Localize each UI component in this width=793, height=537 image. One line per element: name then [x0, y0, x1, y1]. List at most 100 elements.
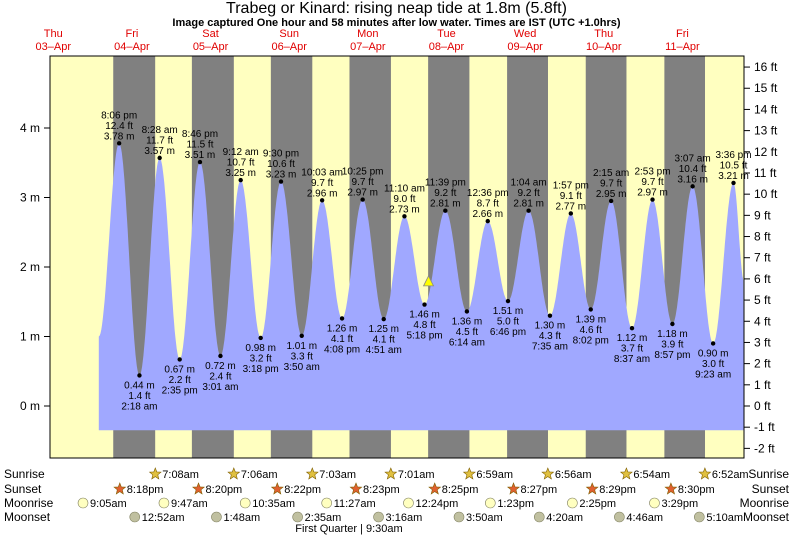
high-tide-label: 8.7 ft — [477, 199, 499, 210]
low-tide-label: 3.7 ft — [621, 344, 643, 355]
moonrise-time: 9:05am — [90, 498, 127, 510]
high-tide-label: 12.4 ft — [105, 121, 133, 132]
low-tide-label: 0.72 m — [205, 361, 236, 372]
moonrise-icon — [77, 497, 89, 509]
low-tide-label: 8:37 am — [614, 354, 650, 365]
sunrise-icon — [148, 467, 162, 480]
low-tide-point — [299, 333, 304, 339]
moonset-icon — [694, 511, 705, 523]
day-weekday-label: Fri — [126, 28, 139, 40]
high-tide-label: 10:25 pm — [342, 167, 384, 178]
day-weekday-label: Wed — [514, 28, 536, 40]
sunrise-time: 7:08am — [162, 469, 199, 481]
high-tide-label: 8:06 pm — [101, 110, 137, 121]
sunset-icon — [270, 482, 284, 495]
day-date-label: 11–Apr — [665, 41, 700, 53]
moonrise-time: 12:24pm — [415, 498, 458, 510]
right-axis-tick-label: 2 ft — [754, 357, 771, 371]
sunrise-row-label-right: Sunrise — [748, 467, 789, 481]
moonrise-row-label: Moonrise — [4, 496, 54, 510]
high-tide-point — [650, 197, 655, 202]
moonrise-icon — [239, 497, 251, 509]
high-tide-label: 2:15 am — [593, 168, 629, 179]
low-tide-label: 4.3 ft — [539, 331, 561, 342]
plot-border — [49, 55, 745, 459]
day-date-label: 07–Apr — [350, 41, 386, 53]
low-tide-label: 6:14 am — [449, 337, 485, 348]
low-tide-label: 5:18 pm — [406, 331, 442, 342]
sunrise-time: 6:59am — [476, 469, 513, 481]
moonset-icon — [129, 511, 141, 523]
high-tide-label: 2.95 m — [596, 189, 627, 200]
right-axis-tick-label: 8 ft — [754, 230, 771, 244]
sunrise-time: 6:54am — [633, 469, 670, 481]
low-tide-label: 1.36 m — [452, 316, 483, 327]
right-axis-tick-label: 4 ft — [754, 314, 771, 328]
moonset-icon — [292, 511, 303, 523]
high-tide-label: 3.51 m — [185, 150, 216, 161]
right-axis-tick-label: 15 ft — [754, 81, 778, 95]
high-tide-point — [319, 198, 325, 203]
day-weekday-label: Thu — [44, 28, 63, 40]
day-weekday-label: Sun — [279, 28, 299, 40]
low-tide-label: 1.39 m — [575, 314, 606, 325]
day-weekday-label: Sat — [202, 28, 219, 40]
low-tide-point — [588, 307, 593, 312]
high-tide-label: 3.16 m — [677, 174, 708, 185]
moonrise-time: 11:27am — [334, 498, 376, 510]
high-tide-label: 9.7 ft — [600, 178, 622, 189]
high-tide-label: 3.23 m — [266, 170, 297, 181]
high-tide-label: 2.97 m — [637, 188, 668, 199]
low-tide-label: 1.30 m — [535, 321, 566, 332]
low-tide-label: 2:18 am — [121, 401, 157, 412]
chart-title: Trabeg or Kinard: rising neap tide at 1.… — [226, 0, 567, 17]
left-axis-tick-label: 4 m — [20, 121, 40, 135]
high-tide-label: 3.57 m — [144, 146, 175, 157]
low-tide-label: 8:57 pm — [654, 350, 690, 361]
low-tide-label: 4.1 ft — [373, 335, 395, 346]
high-tide-label: 11:10 am — [384, 183, 425, 194]
high-tide-label: 9.2 ft — [434, 188, 456, 199]
high-tide-label: 10.6 ft — [267, 159, 295, 170]
day-date-label: 09–Apr — [507, 41, 543, 53]
right-axis-tick-label: 7 ft — [754, 251, 771, 265]
moonrise-icon — [403, 497, 414, 509]
day-date-label: 06–Apr — [271, 41, 307, 53]
low-tide-label: 1.25 m — [368, 324, 399, 335]
low-tide-label: 1.18 m — [657, 329, 688, 340]
high-tide-label: 2.77 m — [556, 201, 587, 212]
sunrise-icon — [619, 467, 633, 480]
low-tide-label: 4.8 ft — [413, 320, 435, 331]
high-tide-label: 3:07 am — [675, 153, 711, 164]
moonset-time: 12:52am — [142, 512, 185, 524]
low-tide-label: 6:46 pm — [490, 327, 526, 338]
low-tide-label: 3.0 ft — [702, 359, 724, 370]
low-tide-label: 4.6 ft — [580, 325, 602, 336]
low-tide-label: 1.4 ft — [128, 391, 150, 402]
sunrise-icon — [462, 467, 476, 480]
high-tide-label: 11:39 pm — [425, 178, 466, 189]
low-tide-label: 3.2 ft — [250, 353, 272, 364]
low-tide-point — [547, 313, 553, 318]
moonset-icon — [211, 511, 222, 523]
high-tide-label: 9.0 ft — [393, 194, 415, 205]
moonrise-icon — [158, 497, 170, 509]
sunset-icon — [507, 482, 520, 495]
sunset-time: 8:29pm — [599, 484, 636, 496]
sunset-time: 8:25pm — [442, 484, 479, 496]
left-axis-tick-label: 3 m — [20, 191, 40, 205]
right-axis-tick-label: 6 ft — [754, 272, 771, 286]
high-tide-label: 9:12 am — [223, 147, 259, 158]
sunrise-icon — [541, 467, 555, 480]
moonrise-time: 3:29pm — [661, 498, 698, 510]
low-tide-label: 8:02 pm — [573, 335, 609, 346]
left-axis-tick-label: 1 m — [20, 330, 40, 344]
moonrise-icon — [649, 497, 660, 509]
day-weekday-label: Tue — [437, 28, 456, 40]
low-tide-label: 0.98 m — [245, 343, 276, 354]
moonrise-row-label-right: Moonrise — [740, 496, 790, 510]
high-tide-label: 9:30 pm — [263, 149, 299, 160]
sunrise-time: 7:03am — [319, 469, 356, 481]
low-tide-label: 0.44 m — [124, 380, 155, 391]
day-date-label: 10–Apr — [586, 41, 622, 53]
